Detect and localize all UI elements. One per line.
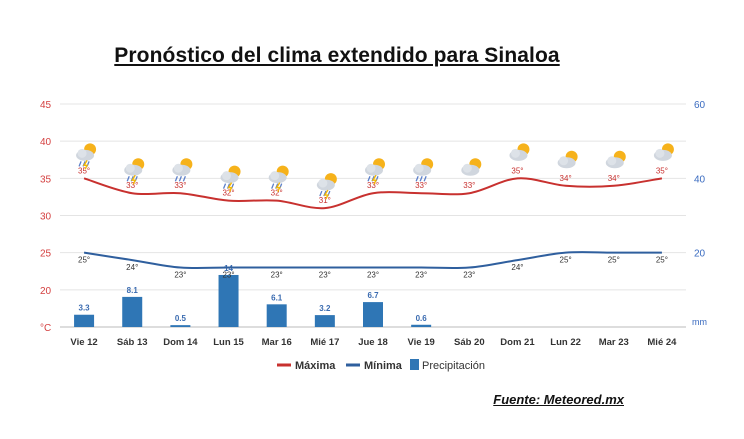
storm-icon [365, 158, 385, 185]
max-temp-label: 35° [511, 166, 523, 175]
left-tick-label: 25 [40, 249, 52, 260]
partly-cloudy-icon [653, 143, 674, 161]
right-tick-label: 20 [694, 249, 706, 260]
partly-cloudy-icon [509, 143, 530, 161]
storm-icon [76, 143, 97, 170]
left-tick-label: 40 [40, 137, 52, 148]
partly-cloudy-icon [461, 158, 482, 176]
legend-label-precip: Precipitación [422, 360, 485, 372]
storm-icon [220, 165, 241, 192]
x-tick-label: Vie 12 [70, 337, 97, 348]
min-temp-line [83, 251, 662, 270]
left-tick-label: 45 [40, 100, 52, 111]
min-temp-label: 23° [271, 271, 283, 280]
max-temp-label: 33° [415, 181, 427, 190]
precip-label: 6.7 [367, 291, 379, 300]
storm-icon [316, 173, 337, 200]
legend-swatch-precip [410, 359, 419, 370]
x-tick-label: Mar 23 [599, 337, 629, 348]
precip-bar [266, 304, 287, 327]
precip-label: 0.5 [175, 314, 187, 323]
max-temp-line [83, 177, 663, 210]
x-tick-label: Mar 16 [262, 337, 292, 348]
x-tick-label: Dom 14 [163, 337, 198, 348]
precip-bar [218, 274, 239, 327]
temperature-lines: 35° 33° 33° 32° 32° 31° 33° 33° 33° 35° 34° 34° 35° 2… [78, 166, 668, 279]
partly-cloudy-icon [557, 150, 578, 169]
max-temp-label: 33° [463, 181, 475, 190]
precip-label: 3.2 [319, 304, 331, 313]
chart-title-text: Pronóstico del clima extendido para Sina… [114, 44, 560, 67]
max-temp-label: 32° [222, 189, 234, 198]
right-tick-label: 40 [694, 174, 706, 185]
x-tick-label: Vie 19 [408, 337, 435, 348]
max-temp-label: 33° [174, 181, 186, 190]
right-axis: 60 40 20 mm [692, 100, 707, 327]
legend-label-min: Mínima [364, 360, 403, 372]
precip-label: 0.6 [416, 314, 428, 323]
max-temp-label: 33° [367, 181, 379, 190]
min-temp-label: 25° [656, 256, 668, 265]
rain-icon [413, 158, 434, 182]
legend: Máxima Mínima Precipitación [277, 359, 485, 372]
max-temp-label: 33° [126, 181, 138, 190]
precip-label: 8.1 [127, 286, 139, 295]
right-tick-label: mm [692, 317, 707, 327]
legend-label-max: Máxima [295, 360, 336, 372]
x-tick-label: Dom 21 [500, 337, 535, 348]
max-temp-label: 31° [319, 196, 331, 205]
min-temp-label: 25° [560, 256, 572, 265]
max-temp-label: 35° [656, 166, 668, 175]
max-temp-label: 32° [271, 189, 283, 198]
x-tick-label: Lun 15 [213, 337, 244, 348]
chart-title: Pronóstico del clima extendido para Sina… [0, 44, 744, 68]
x-tick-label: Lun 22 [550, 337, 581, 348]
min-temp-label: 24° [511, 263, 523, 272]
precip-bar [122, 296, 143, 327]
min-temp-label: 23° [319, 271, 331, 280]
precip-bar [363, 302, 383, 327]
precip-bar [74, 314, 95, 327]
x-tick-label: Mié 24 [647, 337, 677, 348]
precip-label: 6.1 [271, 293, 283, 302]
min-temp-label: 25° [608, 256, 620, 265]
max-temp-label: 34° [608, 174, 620, 183]
left-tick-label: 30 [40, 212, 52, 223]
storm-icon [268, 165, 289, 192]
left-tick-label: 20 [40, 286, 52, 297]
min-temp-label: 23° [415, 271, 427, 280]
storm-icon [124, 158, 145, 185]
max-temp-label: 35° [78, 166, 90, 175]
min-temp-label: 25° [78, 256, 90, 265]
right-tick-label: 60 [694, 100, 706, 111]
source-note: Fuente: Meteored.mx [493, 392, 624, 407]
rain-icon [172, 158, 193, 182]
x-axis: Vie 12 Sáb 13 Dom 14 Lun 15 Mar 16 Mié 17 Jue … [70, 337, 677, 348]
weather-icons [76, 143, 674, 200]
x-tick-label: Sáb 13 [117, 337, 148, 348]
min-temp-label: 23° [463, 271, 475, 280]
precip-bar [411, 324, 432, 327]
left-tick-label: 35 [40, 174, 52, 185]
x-tick-label: Mié 17 [310, 337, 339, 348]
min-temp-label: 23° [222, 271, 234, 280]
precip-label: 3.3 [79, 304, 91, 313]
partly-cloudy-icon [605, 150, 626, 169]
left-axis: 45 40 35 30 25 20 °C [40, 100, 52, 334]
left-tick-label: °C [40, 323, 51, 334]
max-temp-label: 34° [560, 174, 572, 183]
x-tick-label: Sáb 20 [454, 337, 485, 348]
precip-bar [314, 315, 335, 327]
min-temp-label: 23° [367, 271, 379, 280]
precip-bar [170, 325, 191, 327]
min-temp-label: 24° [126, 263, 138, 272]
min-temp-label: 23° [174, 271, 186, 280]
x-tick-label: Jue 18 [358, 337, 388, 348]
